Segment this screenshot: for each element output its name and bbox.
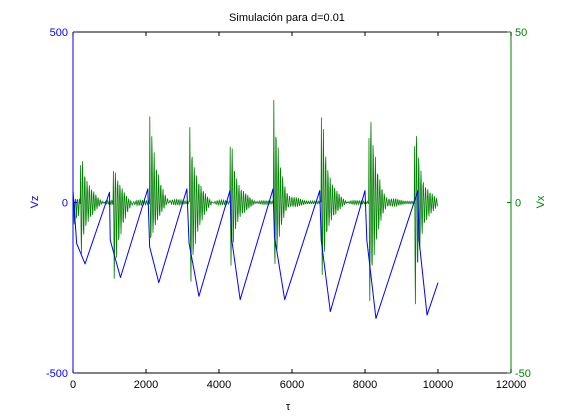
x-tick-label: 12000 <box>496 379 527 391</box>
right-tick-label: -50 <box>515 368 531 380</box>
left-axis-label: Vz <box>29 196 41 209</box>
x-axis-label: τ <box>286 401 291 413</box>
series-layer <box>72 99 439 319</box>
axes-layer: 0 2000 4000 6000 8000 10000 120005000-500500-5… <box>46 27 531 391</box>
right-axis-label: Vx <box>535 195 547 208</box>
left-tick-label: -500 <box>46 368 68 380</box>
x-tick-label: 2000 <box>134 379 158 391</box>
left-tick-label: 500 <box>50 27 68 39</box>
chart-title: Simulación para d=0.01 <box>229 12 345 24</box>
x-tick-label: 10000 <box>423 379 454 391</box>
x-tick-label: 0 <box>70 379 76 391</box>
x-tick-label: 8000 <box>353 379 377 391</box>
series-vx-line <box>72 99 438 305</box>
right-tick-label: 50 <box>515 27 527 39</box>
left-tick-label: 0 <box>62 198 68 210</box>
series-vz-line <box>72 188 439 319</box>
right-tick-label: 0 <box>515 198 521 210</box>
x-tick-label: 6000 <box>280 379 304 391</box>
x-tick-label: 4000 <box>207 379 231 391</box>
